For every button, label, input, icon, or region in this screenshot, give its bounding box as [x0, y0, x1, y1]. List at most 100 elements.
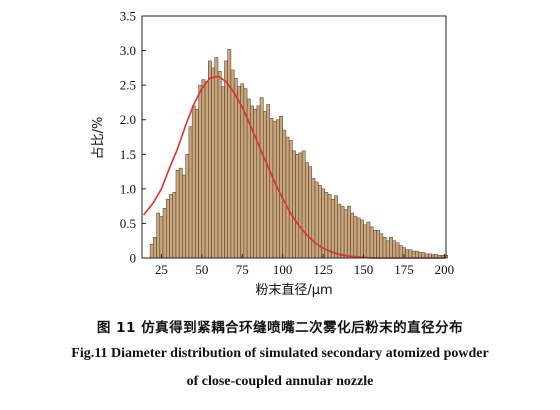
x-tick-label: 150 [354, 262, 374, 277]
histogram-bar [166, 198, 170, 259]
histogram-bar [263, 111, 267, 259]
x-tick-label: 75 [236, 262, 249, 277]
histogram-bar [272, 120, 277, 259]
histogram-bar [159, 216, 164, 259]
histogram-bar [233, 77, 238, 259]
histogram-bar [398, 245, 403, 259]
histogram-bar [208, 60, 212, 259]
x-tick-label: 200 [435, 262, 455, 277]
y-tick-label: 2.5 [120, 78, 136, 93]
histogram-bar [395, 242, 400, 259]
histogram-bar [311, 178, 316, 259]
histogram-bar [421, 252, 426, 259]
histogram-bar [282, 129, 287, 259]
histogram-bar [214, 57, 219, 259]
histogram-bar [292, 150, 296, 259]
x-tick-label: 100 [273, 262, 293, 277]
histogram-bar [298, 152, 303, 259]
histogram-bar [376, 230, 380, 259]
histogram-bar [363, 224, 368, 259]
x-tick-label: 50 [195, 262, 208, 277]
y-tick-label: 3.0 [120, 43, 136, 58]
histogram-bar [188, 126, 193, 259]
histogram-bar [172, 192, 177, 259]
histogram-bar [169, 194, 173, 259]
histogram-bar [379, 233, 384, 259]
histogram-bar [301, 150, 306, 259]
histogram-bar [295, 154, 300, 259]
histogram-bar [408, 249, 413, 259]
y-tick-label: 3.5 [120, 9, 136, 24]
histogram-bar [340, 205, 345, 259]
histogram-bar [175, 169, 180, 259]
histogram-bar [366, 221, 371, 259]
histogram-bar [220, 86, 225, 259]
histogram-bar [308, 166, 313, 259]
histogram-bar [185, 154, 190, 259]
histogram-bar [385, 240, 390, 259]
histogram-bar [227, 48, 232, 259]
histogram-bar [314, 181, 319, 259]
figure-caption-chinese: 图 11 仿真得到紧耦合环缝喷嘴二次雾化后粉末的直径分布 [96, 320, 464, 336]
histogram-bar [182, 174, 186, 259]
histogram-bar [285, 136, 290, 259]
histogram-bar [156, 212, 161, 259]
x-tick-label: 25 [155, 262, 168, 277]
x-axis-label: 粉末直径/μm [255, 283, 332, 298]
histogram-bar [217, 71, 222, 259]
histogram-bar [211, 67, 216, 259]
y-axis: 0 0.5 1.0 1.5 2.0 2.5 3.0 3.5 [120, 9, 146, 266]
histogram-bar [347, 205, 351, 259]
histogram-bar [153, 237, 157, 259]
histogram-bar [356, 217, 361, 259]
histogram-bar [415, 250, 419, 259]
x-tick-label: 175 [394, 262, 414, 277]
histogram-bar [279, 116, 283, 259]
histogram-bar [162, 207, 167, 259]
y-tick-label: 1.0 [120, 181, 136, 196]
histogram-bar [389, 237, 393, 259]
histogram-bar [392, 240, 397, 259]
histogram-bar [266, 104, 270, 259]
histogram-bar [149, 243, 154, 259]
histogram-bar [178, 167, 183, 259]
plot-frame [141, 15, 447, 259]
x-tick-label: 125 [313, 262, 333, 277]
histogram-bar [343, 209, 348, 259]
histogram-bar [360, 219, 364, 259]
histogram-bar [324, 192, 329, 259]
histogram-bar [204, 81, 209, 259]
histogram-bar [305, 162, 309, 259]
figure-caption-english-line2: of close-coupled annular nozzle [186, 374, 374, 389]
histogram-bar [382, 237, 387, 259]
y-tick-label: 0 [130, 251, 137, 266]
histogram-bar [353, 216, 358, 259]
histogram-bar [334, 195, 338, 259]
histogram-bar [237, 86, 241, 259]
histogram-bar [201, 79, 206, 259]
y-axis-label: 占比/% [91, 117, 106, 160]
histogram-bar [337, 203, 342, 259]
histogram-bar [253, 109, 258, 259]
histogram-chart: 25 50 75 100 125 150 175 200 0 0.5 1.0 1.5 2.0 2.5 3.… [91, 9, 455, 299]
figure-caption-english-line1: Fig.11 Diameter distribution of simulate… [71, 346, 489, 361]
histogram-bar [372, 230, 377, 259]
histogram-bar [350, 212, 355, 259]
histogram-bar [405, 249, 410, 259]
y-tick-label: 2.0 [120, 112, 136, 127]
histogram-bar [330, 198, 335, 259]
histogram-bar [259, 97, 264, 259]
histogram-bar [369, 226, 374, 259]
y-tick-label: 1.5 [120, 147, 136, 162]
histogram-bar [230, 69, 235, 259]
histogram-bar [411, 250, 416, 259]
histogram-bar [191, 105, 196, 259]
y-tick-label: 0.5 [120, 216, 136, 231]
histogram-bar [198, 84, 203, 259]
histogram-bar [327, 194, 332, 259]
histogram-bar [195, 109, 199, 259]
histogram-bar [269, 118, 274, 259]
histogram-bar [418, 252, 422, 259]
histogram-bar [256, 105, 261, 259]
histogram-bar [224, 60, 228, 259]
